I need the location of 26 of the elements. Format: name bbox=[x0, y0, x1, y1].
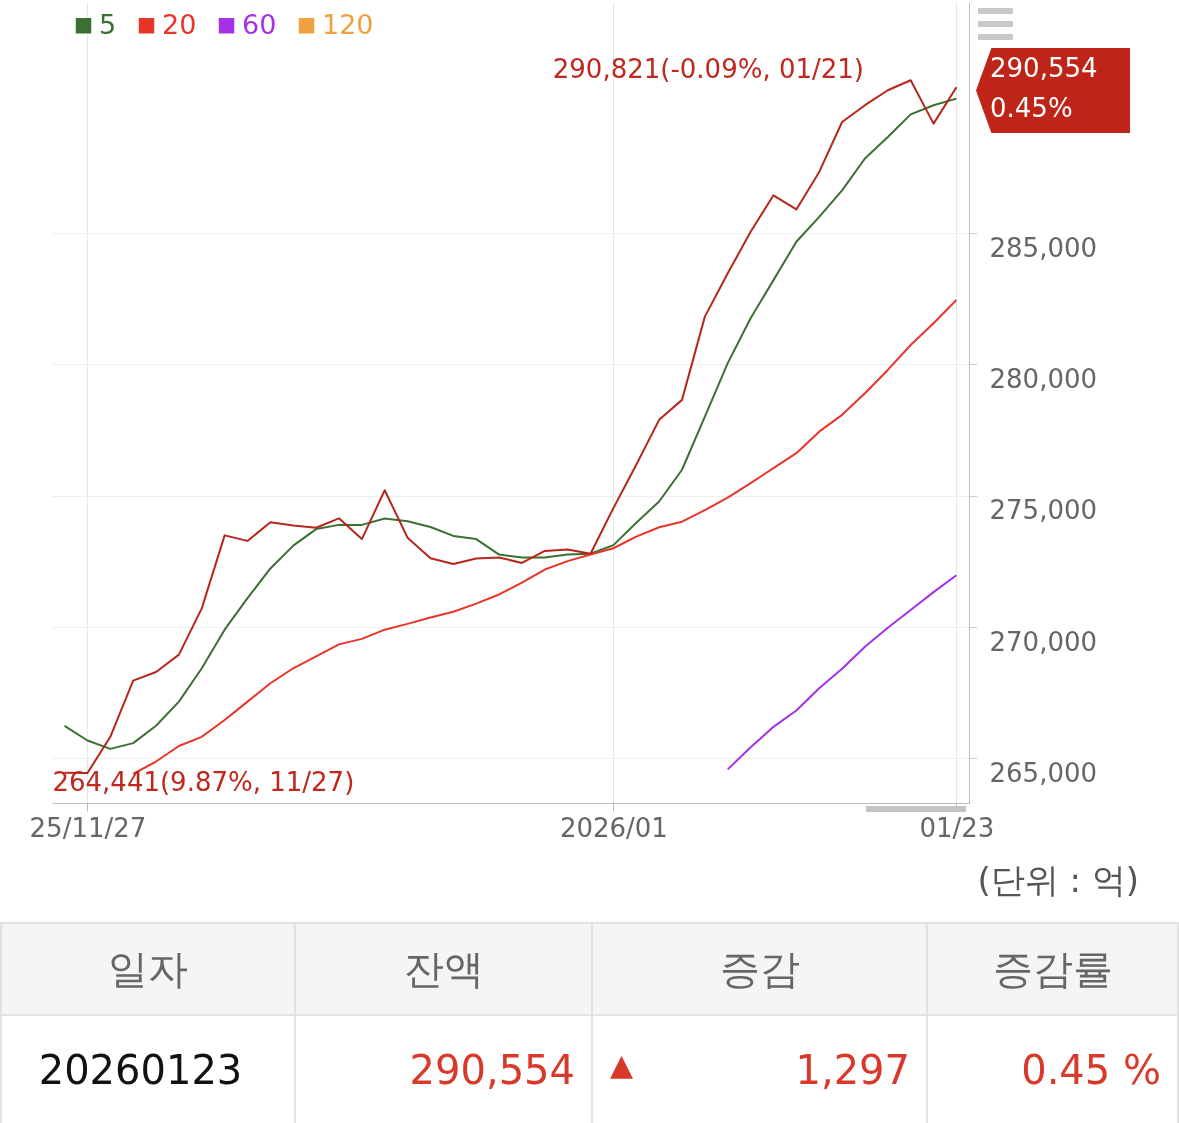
annotation: 290,821(-0.09%, 01/21) bbox=[552, 54, 864, 84]
annotation: 264,441(9.87%, 11/27) bbox=[52, 767, 355, 798]
text: 0.45% bbox=[990, 92, 1074, 125]
text: 잔액 bbox=[295, 923, 592, 1015]
y-tick-label: 275,000 bbox=[989, 495, 1098, 526]
text: 290,554 bbox=[295, 1015, 592, 1123]
text: 20260123 bbox=[1, 1015, 295, 1123]
text: (단위 : 억) bbox=[977, 859, 1139, 902]
y-tick-label: 270,000 bbox=[989, 626, 1098, 657]
text: 일자 bbox=[1, 923, 295, 1015]
text: 290,554 bbox=[990, 52, 1099, 85]
x-tick-label: 25/11/27 bbox=[29, 812, 147, 843]
text: 1,297 bbox=[795, 1047, 910, 1093]
text: 0.45 % bbox=[927, 1015, 1178, 1123]
legend-label: 5 bbox=[99, 8, 117, 40]
legend-label: 60 bbox=[242, 8, 277, 40]
text: ▲ bbox=[610, 1047, 634, 1082]
legend-label: 20 bbox=[162, 8, 197, 40]
text: 증감률 bbox=[927, 923, 1178, 1015]
x-tick-label: 01/23 bbox=[919, 812, 995, 843]
text: 증감 bbox=[592, 923, 927, 1015]
y-tick-label: 265,000 bbox=[989, 757, 1098, 788]
legend-label: 120 bbox=[322, 8, 374, 40]
y-tick-label: 285,000 bbox=[989, 232, 1098, 263]
x-tick-label: 2026/01 bbox=[559, 812, 668, 843]
y-tick-label: 280,000 bbox=[989, 363, 1098, 394]
